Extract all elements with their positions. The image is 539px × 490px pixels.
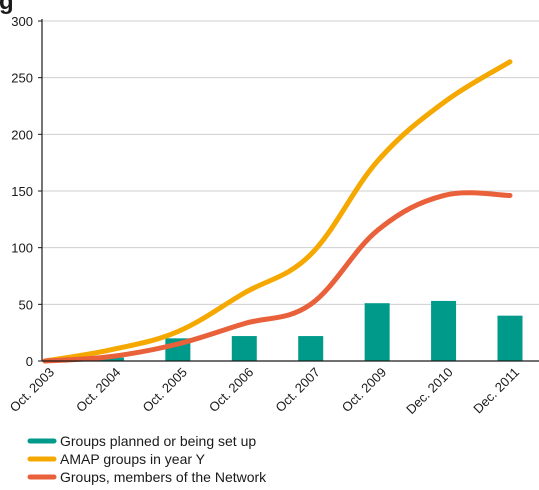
legend: Groups planned or being set up AMAP group… [27,433,267,485]
y-tick-label: 300 [11,14,33,29]
legend-label: AMAP groups in year Y [60,451,206,467]
grid-lines [42,20,539,305]
y-tick-label: 250 [11,71,33,86]
y-tick-label: 100 [11,241,33,256]
bar [364,303,390,361]
x-tick-labels: Oct. 2003 Oct. 2004 Oct. 2005 Oct. 2006 Oct.… [7,365,522,418]
x-tick-label: Dec. 2011 [470,365,522,417]
legend-label: Groups, members of the Network [60,469,267,485]
series-line [42,59,513,364]
y-tick-label: 50 [19,297,33,312]
bar [231,336,257,361]
x-tick-label: Dec. 2010 [403,365,456,418]
line-series [42,59,513,364]
y-tick-label: 0 [26,354,33,369]
x-tick-label: Oct. 2004 [73,365,123,415]
y-tick-label: 150 [11,184,33,199]
x-tick-label: Oct. 2009 [339,365,389,415]
axes [38,19,539,362]
bar [298,336,324,361]
bar [98,357,124,361]
x-tick-label: Oct. 2007 [272,365,322,415]
x-tick-label: Oct. 2003 [7,365,57,415]
y-tick-label: 200 [11,127,33,142]
y-tick-labels: 0 50 100 150 200 250 300 [11,14,33,369]
series-line [42,190,513,364]
bar-series [98,300,523,361]
x-tick-label: Oct. 2006 [206,365,256,415]
bar [497,315,523,361]
chart-title-fragment: g [0,0,14,15]
bar [431,300,457,361]
x-tick-label: Oct. 2005 [140,365,190,415]
legend-label: Groups planned or being set up [60,433,256,449]
